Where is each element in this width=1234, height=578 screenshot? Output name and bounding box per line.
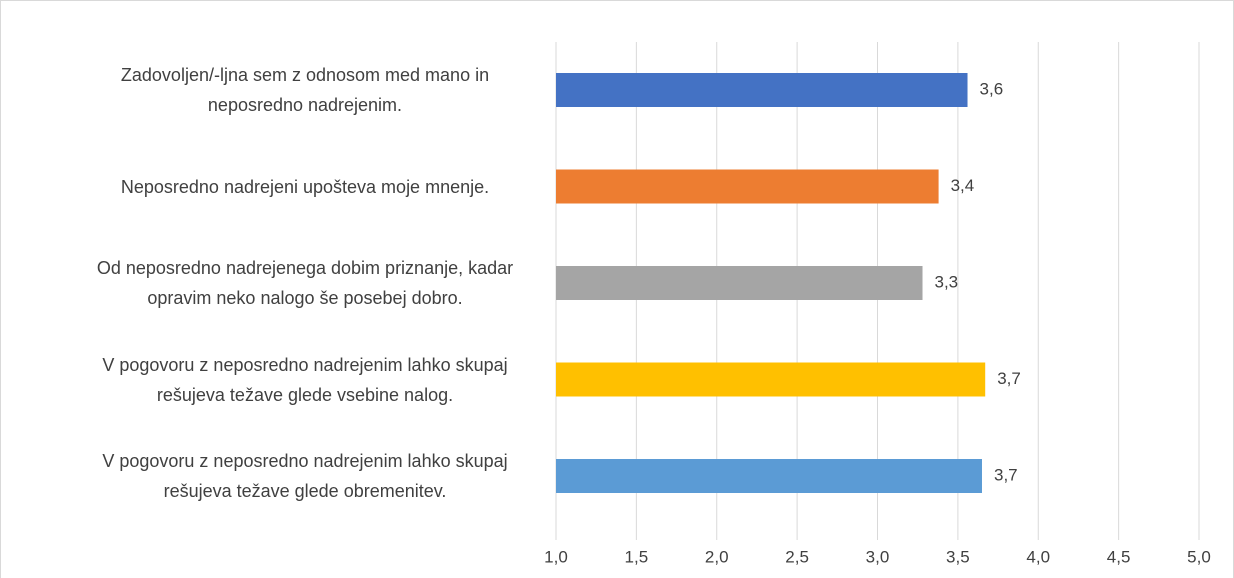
category-label: V pogovoru z neposredno nadrejenim lahko… [102,354,508,405]
bar [556,459,982,493]
x-tick-label: 1,0 [544,547,568,566]
x-tick-label: 4,5 [1107,547,1131,566]
category-label: Zadovoljen/-ljna sem z odnosom med mano … [120,65,490,115]
x-tick-label: 3,5 [946,547,970,566]
category-label: Neposredno nadrejeni upošteva moje mnenj… [120,176,490,197]
x-tick-label: 2,0 [705,547,729,566]
bar [556,266,923,300]
value-label: 3,3 [935,272,959,291]
x-tick-label: 2,5 [785,547,809,566]
category-label: Od neposredno nadrejenega dobim priznanj… [96,258,514,308]
x-tick-label: 1,5 [625,547,649,566]
x-tick-label: 5,0 [1187,547,1211,566]
x-tick-label: 4,0 [1026,547,1050,566]
value-label: 3,7 [994,465,1018,484]
bar [556,362,986,397]
x-tick-label: 3,0 [866,547,890,566]
bar [556,169,939,204]
value-label: 3,6 [980,79,1004,98]
category-label: V pogovoru z neposredno nadrejenim lahko… [102,451,508,501]
value-label: 3,7 [997,369,1021,388]
bar [556,73,968,107]
value-label: 3,4 [951,176,975,195]
